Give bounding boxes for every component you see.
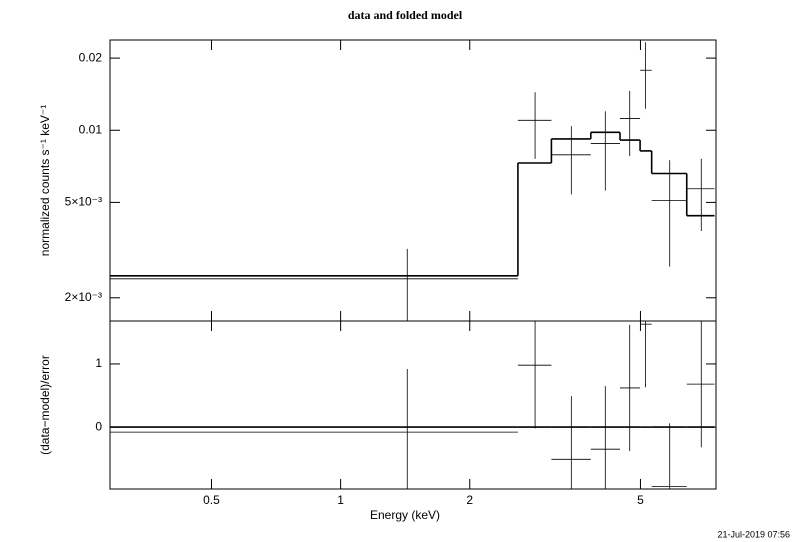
x-tick-label: 2 (466, 493, 473, 507)
y-tick-label: 0 (95, 419, 102, 433)
x-tick-label: 5 (637, 493, 644, 507)
y-tick-label: 5×10⁻³ (65, 195, 102, 209)
chart-title: data and folded model (348, 8, 463, 22)
y-axis-label: normalized counts s⁻¹ keV⁻¹ (38, 105, 52, 256)
y-tick-label: 0.01 (79, 122, 103, 136)
x-tick-label: 1 (337, 493, 344, 507)
timestamp: 21-Jul-2019 07:56 (717, 529, 790, 539)
y-tick-label: 1 (95, 356, 102, 370)
y-axis-label: (data−model)/error (38, 355, 52, 455)
plot-area (110, 42, 715, 321)
y-tick-label: 2×10⁻³ (65, 290, 102, 304)
x-tick-label: 0.5 (203, 493, 220, 507)
y-tick-label: 0.02 (79, 50, 103, 64)
plot-frame (109, 320, 717, 490)
plot-area (110, 321, 715, 489)
x-axis-label: Energy (keV) (370, 508, 440, 522)
